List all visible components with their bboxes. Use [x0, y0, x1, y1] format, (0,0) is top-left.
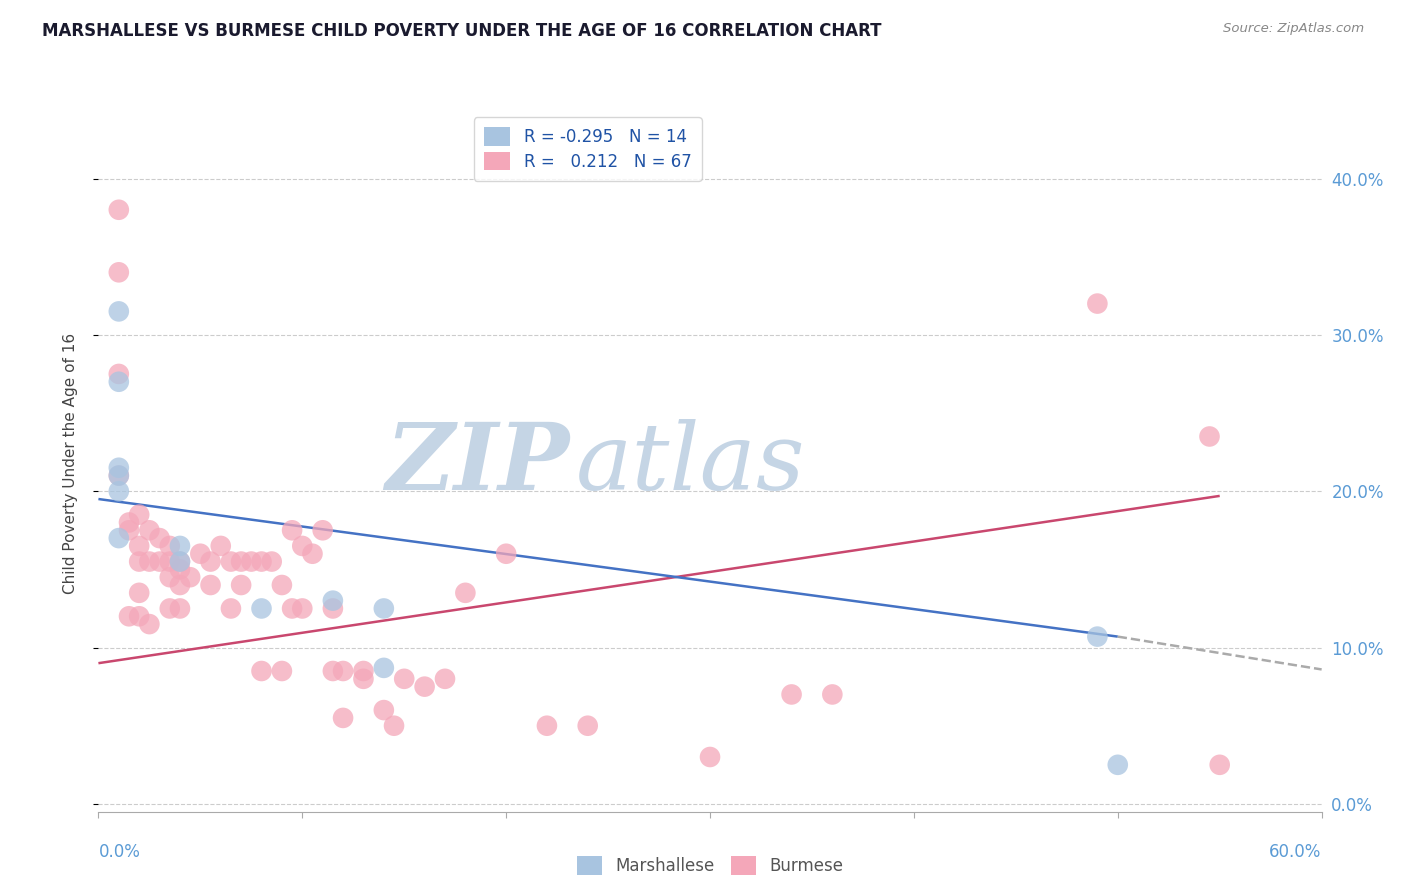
Point [434, 672, 457, 686]
Point [250, 664, 273, 678]
Point [413, 680, 436, 694]
Point [169, 601, 191, 615]
Point [118, 609, 141, 624]
Point [159, 570, 181, 584]
Point [291, 539, 314, 553]
Point [169, 539, 191, 553]
Text: MARSHALLESE VS BURMESE CHILD POVERTY UNDER THE AGE OF 16 CORRELATION CHART: MARSHALLESE VS BURMESE CHILD POVERTY UND… [42, 22, 882, 40]
Point [576, 719, 599, 733]
Point [149, 531, 172, 545]
Point [821, 688, 844, 702]
Point [332, 711, 354, 725]
Text: 0.0%: 0.0% [98, 843, 141, 861]
Point [260, 555, 283, 569]
Point [169, 555, 191, 569]
Point [250, 601, 273, 615]
Point [108, 468, 131, 483]
Point [352, 672, 374, 686]
Point [108, 367, 131, 381]
Point [179, 570, 201, 584]
Point [118, 516, 141, 530]
Point [250, 555, 273, 569]
Point [169, 555, 191, 569]
Point [240, 555, 263, 569]
Text: 60.0%: 60.0% [1270, 843, 1322, 861]
Point [270, 578, 294, 592]
Point [382, 719, 405, 733]
Text: ZIP: ZIP [385, 419, 569, 508]
Point [108, 265, 131, 279]
Point [128, 555, 150, 569]
Point [128, 508, 150, 522]
Point [138, 555, 160, 569]
Y-axis label: Child Poverty Under the Age of 16: Child Poverty Under the Age of 16 [63, 334, 77, 594]
Point [108, 531, 131, 545]
Point [301, 547, 323, 561]
Point [322, 593, 344, 607]
Point [270, 664, 294, 678]
Point [108, 460, 131, 475]
Point [200, 578, 222, 592]
Point [332, 664, 354, 678]
Point [118, 523, 141, 537]
Point [128, 586, 150, 600]
Point [495, 547, 517, 561]
Point [108, 202, 131, 217]
Point [128, 609, 150, 624]
Point [1085, 630, 1108, 644]
Point [281, 523, 304, 537]
Point [188, 547, 212, 561]
Point [231, 555, 253, 569]
Point [159, 555, 181, 569]
Point [200, 555, 222, 569]
Point [536, 719, 558, 733]
Point [1085, 296, 1108, 310]
Point [780, 688, 803, 702]
Point [149, 555, 172, 569]
Point [219, 555, 242, 569]
Point [322, 601, 344, 615]
Point [392, 672, 416, 686]
Point [373, 601, 395, 615]
Point [312, 523, 335, 537]
Point [291, 601, 314, 615]
Point [1107, 757, 1129, 772]
Point [159, 539, 181, 553]
Point [169, 562, 191, 576]
Point [281, 601, 304, 615]
Point [159, 601, 181, 615]
Text: Source: ZipAtlas.com: Source: ZipAtlas.com [1223, 22, 1364, 36]
Point [1198, 429, 1220, 443]
Point [108, 304, 131, 318]
Point [108, 468, 131, 483]
Point [352, 664, 374, 678]
Point [322, 664, 344, 678]
Point [1209, 757, 1232, 772]
Point [108, 484, 131, 499]
Point [128, 539, 150, 553]
Point [138, 523, 160, 537]
Point [231, 578, 253, 592]
Point [373, 661, 395, 675]
Point [699, 750, 721, 764]
Point [138, 617, 160, 632]
Point [108, 375, 131, 389]
Legend: Marshallese, Burmese: Marshallese, Burmese [568, 848, 852, 883]
Point [454, 586, 477, 600]
Text: atlas: atlas [575, 419, 806, 508]
Point [209, 539, 232, 553]
Point [219, 601, 242, 615]
Point [373, 703, 395, 717]
Point [169, 578, 191, 592]
